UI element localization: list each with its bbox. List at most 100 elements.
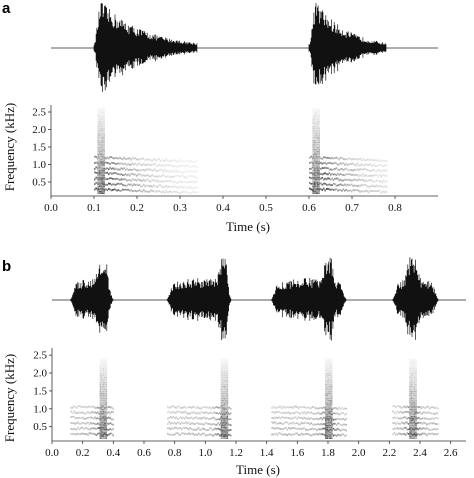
spectrogram-cell: [318, 180, 320, 182]
spectrogram-cell: [111, 432, 113, 435]
spectrogram-cell: [337, 172, 339, 175]
spectrogram-cell: [138, 158, 141, 161]
spectrogram-cell: [316, 122, 319, 124]
spectrogram-cell: [293, 412, 296, 415]
spectrogram-cell: [126, 164, 128, 166]
spectrogram-cell: [332, 157, 335, 160]
spectrogram-cell: [310, 188, 312, 191]
spectrogram-cell: [325, 405, 327, 407]
spectrogram-cell: [393, 422, 396, 424]
spectrogram-cell: [112, 157, 114, 160]
spectrogram-cell: [410, 430, 413, 432]
spectrogram-cell: [365, 163, 367, 166]
spectrogram-cell: [185, 176, 187, 179]
spectrogram-cell: [207, 407, 210, 409]
spectrogram-cell: [423, 406, 425, 409]
spectrogram-cell: [409, 382, 411, 384]
spectrogram-cell: [103, 190, 105, 193]
spectrogram-cell: [353, 158, 356, 161]
spectrogram-cell: [344, 163, 346, 166]
spectrogram-cell: [226, 435, 229, 438]
spectrogram-cell: [99, 412, 102, 414]
spectrogram-cell: [133, 183, 135, 186]
spectrogram-cell: [331, 414, 333, 416]
spectrogram-cell: [71, 428, 74, 430]
spectrogram-cell: [415, 392, 417, 395]
spectrogram-cell: [178, 410, 180, 413]
spectrogram-cell: [358, 184, 360, 187]
spectrogram-cell: [338, 169, 340, 171]
spectrogram-cell: [318, 129, 320, 131]
spectrogram-cell: [226, 360, 229, 362]
spectrogram-cell: [98, 141, 101, 144]
spectrogram-cell: [409, 383, 411, 386]
spectrogram-cell: [100, 164, 102, 166]
spectrogram-cell: [80, 405, 82, 408]
spectrogram-cell: [304, 417, 307, 420]
spectrogram-cell: [326, 421, 328, 423]
spectrogram-cell: [399, 432, 401, 435]
spectrogram-cell: [223, 403, 226, 405]
spectrogram-cell: [286, 406, 289, 408]
spectrogram-cell: [99, 367, 102, 370]
spectrogram-cell: [415, 421, 417, 423]
spectrogram-cell: [352, 169, 354, 172]
spectrogram-cell: [315, 140, 317, 142]
spectrogram-cell: [346, 189, 349, 192]
spectrogram-cell: [323, 406, 325, 409]
spectrogram-cell: [104, 398, 106, 400]
spectrogram-cell: [328, 417, 330, 420]
spectrogram-cell: [331, 364, 333, 366]
spectrogram-cell: [325, 167, 328, 169]
spectrogram-cell: [197, 407, 200, 409]
spectrogram-cell: [103, 122, 105, 124]
spectrogram-cell: [326, 383, 328, 386]
spectrogram-cell: [417, 422, 420, 424]
spectrogram-cell: [104, 403, 106, 405]
spectrogram-cell: [76, 412, 78, 414]
spectrogram-cell: [402, 433, 404, 435]
spectrogram-cell: [166, 164, 169, 166]
spectrogram-cell: [399, 405, 401, 408]
spectrogram-cell: [105, 435, 108, 438]
spectrogram-cell: [392, 405, 394, 407]
spectrogram-cell: [414, 427, 417, 430]
spectrogram-cell: [225, 398, 227, 400]
spectrogram-cell: [395, 433, 397, 436]
spectrogram-cell: [101, 398, 103, 400]
spectrogram-cell: [143, 157, 145, 160]
spectrogram-cell: [218, 434, 221, 437]
spectrogram-cell: [178, 174, 180, 177]
spectrogram-cell: [158, 169, 160, 172]
spectrogram-cell: [220, 405, 223, 407]
spectrogram-cell: [171, 405, 173, 408]
spectrogram-cell: [190, 416, 193, 419]
spectrogram-cell: [342, 428, 345, 431]
spectrogram-cell: [195, 407, 197, 410]
spectrogram-cell: [278, 427, 280, 430]
spectrogram-cell: [325, 412, 327, 414]
spectrogram-cell: [310, 182, 312, 185]
spectrogram-cell: [150, 164, 152, 166]
spectrogram-cell: [314, 427, 317, 430]
spectrogram-cell: [220, 419, 223, 421]
spectrogram-cell: [102, 392, 105, 395]
spectrogram-cell: [105, 399, 108, 402]
spectrogram-cell: [410, 389, 413, 391]
spectrogram-cell: [126, 158, 128, 160]
spectrogram-cell: [329, 414, 331, 416]
spectrogram-cell: [381, 181, 384, 184]
spectrogram-cell: [140, 158, 142, 160]
spectrogram-cell: [342, 184, 345, 187]
spectrogram-cell: [281, 433, 283, 436]
spectrogram-cell: [421, 417, 424, 420]
spectrogram-cell: [169, 416, 172, 418]
spectrogram-cell: [315, 124, 317, 126]
spectrogram-cell: [87, 421, 89, 424]
spectrogram-cell: [105, 183, 107, 186]
spectrogram-cell: [225, 424, 227, 427]
spectrogram-cell: [405, 406, 407, 409]
spectrogram-cell: [328, 403, 330, 405]
spectrogram-cell: [412, 378, 414, 380]
spectrogram-cell: [395, 427, 397, 430]
